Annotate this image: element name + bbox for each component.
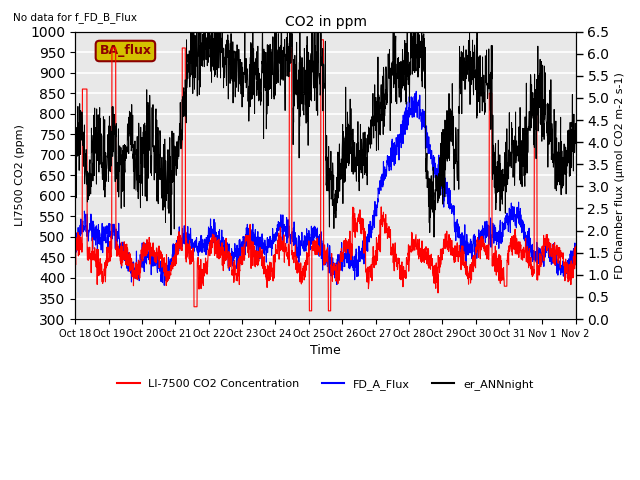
- Legend: LI-7500 CO2 Concentration, FD_A_Flux, er_ANNnight: LI-7500 CO2 Concentration, FD_A_Flux, er…: [113, 374, 538, 394]
- Y-axis label: LI7500 CO2 (ppm): LI7500 CO2 (ppm): [15, 124, 25, 226]
- X-axis label: Time: Time: [310, 344, 341, 357]
- Y-axis label: FD Chamber flux (μmol CO2 m-2 s-1): FD Chamber flux (μmol CO2 m-2 s-1): [615, 72, 625, 279]
- Text: No data for f_FD_B_Flux: No data for f_FD_B_Flux: [13, 12, 137, 23]
- Title: CO2 in ppm: CO2 in ppm: [285, 15, 367, 29]
- Text: BA_flux: BA_flux: [99, 45, 152, 58]
